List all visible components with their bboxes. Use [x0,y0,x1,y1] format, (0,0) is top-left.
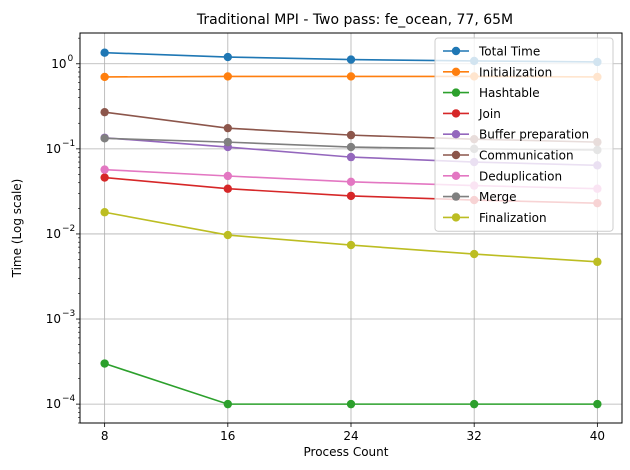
data-point [100,72,109,82]
data-point [223,137,233,147]
legend-label: Communication [479,149,574,163]
x-tick-label: 40 [590,429,605,443]
data-point [100,48,109,57]
y-tick-label: 10 [46,142,61,156]
data-point [223,123,233,133]
data-point [223,52,233,62]
data-point [346,72,356,81]
legend: Total Time Initialization Hashtable Join Buf… [434,37,614,232]
data-point [100,173,109,182]
legend-item: Buffer preparation [443,128,589,142]
legend-marker [451,46,461,56]
legend-label: Merge [479,190,516,204]
legend-label: Join [478,107,501,121]
data-point [346,130,356,140]
data-point [346,191,356,201]
y-tick-label: 10 [51,57,66,71]
data-point [223,230,233,240]
x-tick-label: 16 [220,429,235,443]
data-point [469,399,479,409]
x-tick-label: 32 [467,429,482,443]
legend-item: Communication [443,149,574,163]
legend-label: Initialization [479,65,552,79]
legend-label: Deduplication [479,169,562,183]
data-point [223,184,233,193]
series-finalization [100,208,602,267]
legend-label: Buffer preparation [479,128,589,142]
data-point [100,165,109,174]
legend-marker [451,130,461,139]
x-tick-label: 8 [101,429,109,443]
legend-item: Hashtable [443,86,540,100]
y-tick-exponent: 0 [68,54,74,64]
series-hashtable [100,359,602,409]
data-point [346,142,356,152]
data-point [223,399,233,409]
data-point [593,399,602,409]
y-tick-exponent: −1 [62,139,75,149]
legend-marker [451,109,461,118]
legend-item: Finalization [443,211,547,225]
data-point [100,134,109,143]
legend-marker [451,150,461,160]
x-axis-label: Process Count [304,445,389,459]
x-tick-label: 24 [343,429,358,443]
data-point [223,171,233,181]
legend-item: Initialization [443,65,552,79]
y-tick-label: 10 [46,312,61,326]
legend-marker [451,88,461,97]
chart-title: Traditional MPI - Two pass: fe_ocean, 77… [196,12,513,28]
y-axis-label: Time (Log scale) [10,179,24,279]
legend-item: Deduplication [443,169,562,183]
legend-marker [451,192,461,201]
data-point [593,257,602,267]
legend-label: Hashtable [479,86,540,100]
data-point [100,359,109,368]
y-tick-exponent: −3 [62,309,75,319]
legend-item: Merge [443,190,516,204]
data-point [100,208,109,217]
legend-marker [451,67,461,77]
legend-marker [451,213,461,222]
y-tick-exponent: −4 [62,394,76,404]
legend-marker [451,171,461,180]
data-point [346,152,356,162]
legend-box [434,37,614,232]
data-point [346,399,356,409]
data-point [346,240,356,250]
data-point [346,177,356,187]
legend-item: Total Time [443,45,540,59]
data-point [223,72,233,81]
legend-item: Join [443,107,501,121]
y-tick-exponent: −2 [62,224,75,234]
legend-label: Finalization [479,211,547,225]
y-tick-label: 10 [46,397,61,411]
x-axis: 8 16 24 32 40 [101,423,605,443]
y-tick-label: 10 [46,227,61,241]
data-point [469,249,479,259]
legend-label: Total Time [478,45,540,59]
data-point [346,55,356,64]
data-point [100,107,109,117]
